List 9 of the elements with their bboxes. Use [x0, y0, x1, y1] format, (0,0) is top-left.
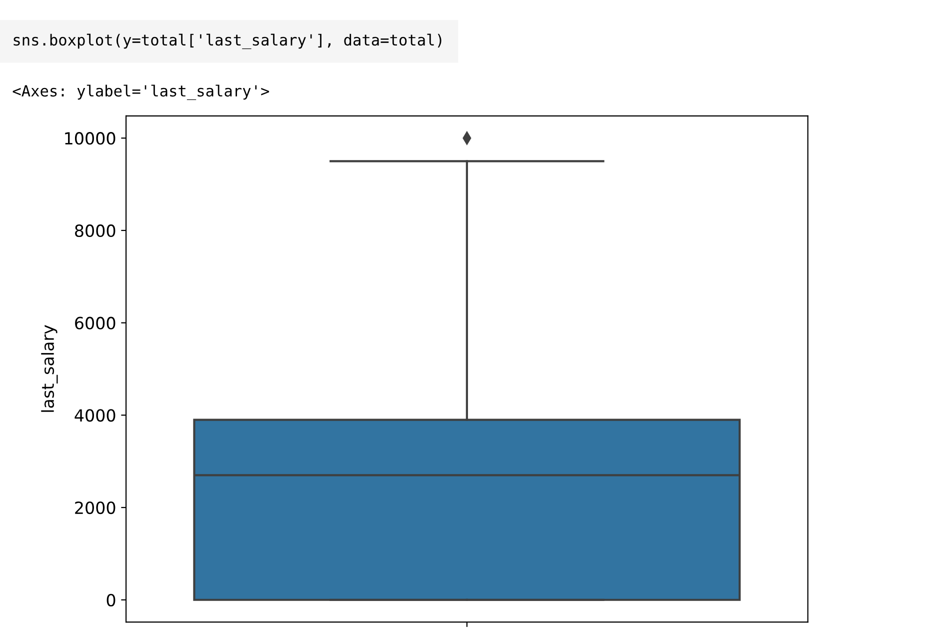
text: sns.boxplot(y=total['last_salary'], data=total): [14, 34, 442, 50]
y-tick-label: 0: [106, 594, 116, 606]
y-tick-label: 4000: [74, 409, 116, 422]
y-tick-label: 8000: [75, 224, 116, 238]
y-tick-label: 2000: [75, 501, 116, 514]
y-tick-label: 10000: [65, 132, 116, 145]
y-axis-title: last_salary: [41, 325, 58, 412]
text: <Axes: ylabel='last_salary'>: [12, 84, 270, 100]
y-tick-label: 6000: [75, 316, 116, 330]
